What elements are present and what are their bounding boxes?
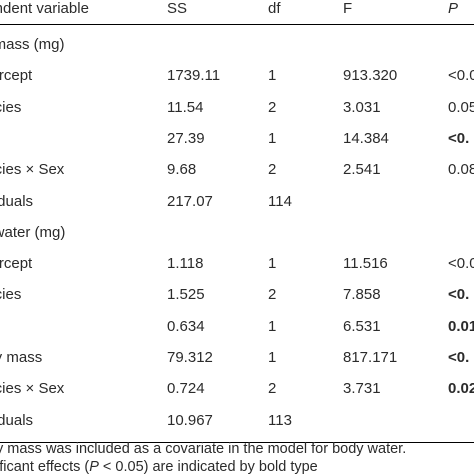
table-row: ntercept 1739.11 1 913.320 <0.0 [0,64,474,88]
ss-value: 11.54 [167,98,204,116]
footnote-significance-p: P [89,459,99,475]
table-row: pecies × Sex 9.68 2 2.541 0.08 [0,158,474,182]
footnote-significance-pre: ificant effects ( [0,459,90,475]
row-label: pecies [0,98,22,116]
row-label: esiduals [0,192,34,210]
section-title: y mass (mg) [0,36,65,53]
header-df: df [268,0,281,17]
df-value: 1 [268,317,277,335]
df-value: 114 [268,192,292,210]
ss-value: 1.118 [167,255,204,273]
f-value: 3.731 [343,380,381,398]
df-value: 2 [268,286,277,304]
p-value: 0.02 [448,380,474,398]
table-row: esiduals 217.07 114 [0,190,474,214]
row-label: esiduals [0,411,34,429]
section-title-row: y water (mg) [0,221,474,245]
df-value: 1 [268,255,277,273]
row-label: pecies × Sex [0,161,65,179]
f-value: 913.320 [343,67,398,85]
section-title-row: y mass (mg) [0,33,474,57]
p-value: 0.05 [448,98,474,116]
p-value: <0.0 [448,255,474,273]
table-bottom-rule [0,441,474,443]
ss-value: 1.525 [167,286,205,304]
header-dependent-variable: pendent variable [0,0,89,17]
p-value: <0. [448,349,470,366]
table-header-row: pendent variable SS df F P [0,0,474,21]
footnote-covariate: y mass was included as a covariate in th… [0,440,406,458]
df-value: 2 [268,161,277,179]
footnote-significance: ificant effects (P < 0.05) are indicated… [0,458,318,476]
table-row: ody mass 79.312 1 817.171 <0. [0,346,474,370]
row-label: ntercept [0,67,33,85]
ss-value: 0.634 [167,317,205,335]
table-row: esiduals 10.967 113 [0,409,474,433]
header-f: F [343,0,353,17]
row-label: pecies [0,286,22,304]
ss-value: 10.967 [167,411,213,429]
f-value: 817.171 [343,349,398,366]
footnote-covariate-text: y mass was included as a covariate in th… [0,441,407,457]
df-value: 1 [268,349,277,366]
ss-value: 1739.11 [167,67,221,85]
table-row: pecies 1.525 2 7.858 <0. [0,283,474,307]
p-value: 0.08 [448,161,474,179]
ss-value: 0.724 [167,380,205,398]
df-value: 113 [268,411,292,429]
df-value: 2 [268,98,277,116]
f-value: 14.384 [343,129,389,147]
ss-value: 79.312 [167,349,213,366]
table-row: pecies × Sex 0.724 2 3.731 0.02 [0,377,474,401]
p-value: <0.0 [448,67,474,85]
header-rule [0,24,474,25]
ss-value: 217.07 [167,192,213,210]
f-value: 11.516 [343,255,388,273]
f-value: 2.541 [343,161,381,179]
f-value: 7.858 [343,286,381,304]
p-value: <0. [448,286,470,304]
f-value: 3.031 [343,98,381,116]
df-value: 1 [268,67,277,85]
table-row: ntercept 1.118 1 11.516 <0.0 [0,252,474,276]
row-label: ody mass [0,349,43,366]
table-row: pecies 11.54 2 3.031 0.05 [0,96,474,120]
ss-value: 9.68 [167,161,197,179]
df-value: 2 [268,380,277,398]
header-p: P [448,0,459,17]
row-label: ntercept [0,255,33,273]
df-value: 1 [268,129,277,147]
ss-value: 27.39 [167,129,205,147]
footnote-significance-post: < 0.05) are indicated by bold type [98,459,318,475]
row-label: pecies × Sex [0,380,65,398]
header-ss: SS [167,0,188,17]
p-value: <0. [448,129,470,147]
f-value: 6.531 [343,317,381,335]
section-title: y water (mg) [0,223,66,241]
p-value: 0.01 [448,317,474,335]
